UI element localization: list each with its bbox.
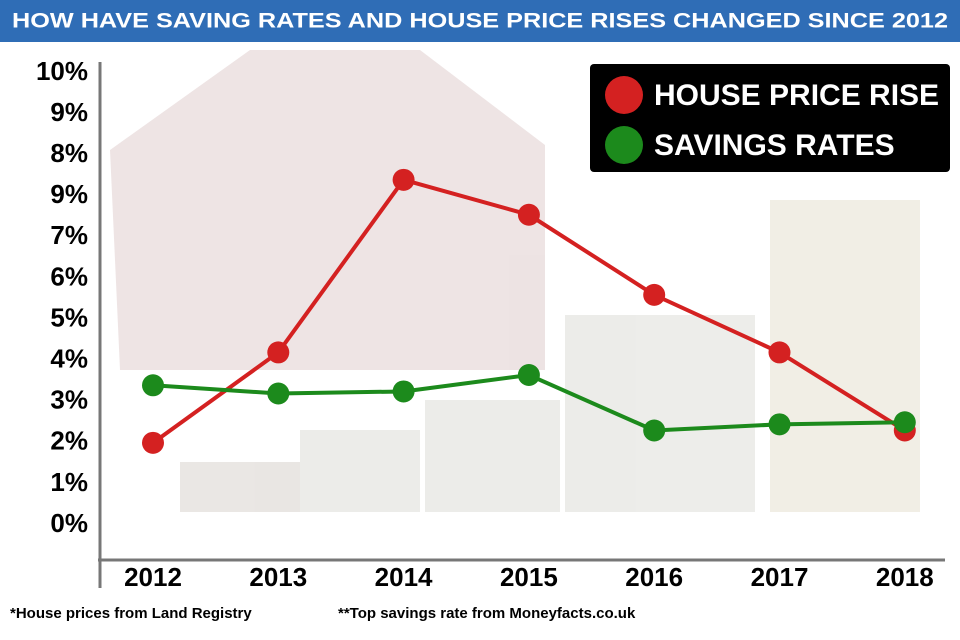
data-point — [643, 283, 666, 306]
x-tick-label: 2017 — [751, 562, 809, 592]
data-point — [142, 431, 164, 454]
legend-label: HOUSE PRICE RISE — [654, 79, 939, 112]
x-tick-label: 2018 — [876, 562, 934, 592]
x-tick-label: 2014 — [375, 562, 433, 592]
footnote: *House prices from Land Registry — [10, 605, 252, 622]
data-point — [392, 168, 415, 191]
data-point — [267, 341, 290, 364]
x-tick-label: 2015 — [500, 562, 558, 592]
data-point — [893, 411, 916, 434]
x-tick-label: 2012 — [124, 562, 182, 592]
data-point — [267, 382, 290, 405]
legend-marker — [605, 76, 643, 114]
y-tick-label: 1% — [50, 467, 88, 497]
legend — [590, 64, 950, 172]
data-point — [392, 380, 415, 403]
chart-title: HOW HAVE SAVING RATES AND HOUSE PRICE RI… — [12, 10, 948, 33]
background-illustration — [110, 50, 920, 512]
data-point — [517, 364, 540, 387]
y-tick-label: 4% — [50, 344, 88, 374]
y-tick-label: 8% — [50, 138, 88, 168]
data-point — [517, 203, 540, 226]
legend-label: SAVINGS RATES — [654, 129, 895, 162]
title-banner — [0, 0, 960, 42]
y-tick-label: 2% — [50, 426, 88, 456]
y-tick-label: 9% — [50, 97, 88, 127]
y-tick-label: 3% — [50, 385, 88, 415]
y-tick-label: 9% — [50, 179, 88, 209]
legend-marker — [605, 126, 643, 164]
y-tick-label: 10% — [36, 56, 88, 86]
y-tick-label: 7% — [50, 220, 88, 250]
y-tick-label: 6% — [50, 261, 88, 291]
x-tick-label: 2016 — [625, 562, 683, 592]
x-tick-label: 2013 — [249, 562, 307, 592]
data-point — [768, 341, 791, 364]
data-point — [643, 419, 666, 442]
y-tick-label: 5% — [50, 302, 88, 332]
data-point — [142, 374, 164, 397]
data-point — [768, 413, 791, 436]
footnote: **Top savings rate from Moneyfacts.co.uk — [338, 605, 636, 622]
y-tick-label: 0% — [50, 508, 88, 538]
